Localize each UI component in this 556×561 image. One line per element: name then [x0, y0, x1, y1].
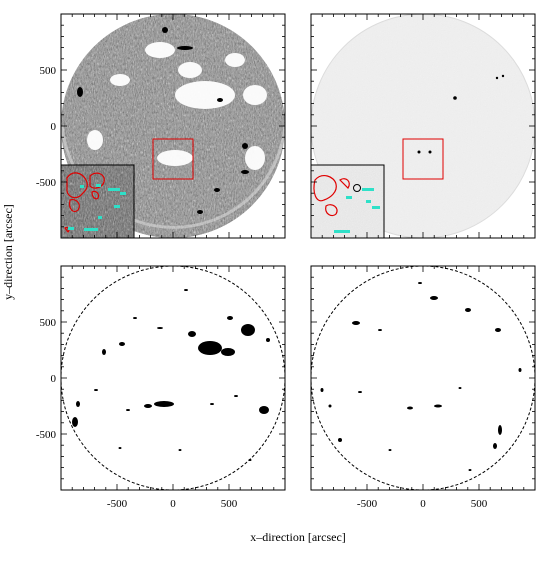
y-tick-label: -500 — [36, 177, 57, 189]
x-tick-label: -500 — [107, 498, 128, 510]
panel-bottom-left — [60, 265, 286, 491]
x-axis-label: x–direction [arcsec] — [250, 530, 346, 544]
y-tick-label: 0 — [51, 373, 57, 385]
y-tick-label: 500 — [40, 317, 57, 329]
x-tick-label: 0 — [170, 498, 176, 510]
zoom-inset — [60, 164, 135, 239]
x-tick-label: -500 — [357, 498, 378, 510]
x-tick-label: 500 — [471, 498, 488, 510]
x-tick-label: 500 — [221, 498, 238, 510]
x-tick-label: 0 — [420, 498, 426, 510]
selection-box — [402, 138, 444, 180]
y-tick-label: -500 — [36, 429, 57, 441]
panel-top-left — [60, 14, 285, 239]
panel-bottom-right — [310, 265, 536, 491]
y-tick-label: 0 — [51, 121, 57, 133]
y-axis-label: y–direction [arcsec] — [1, 204, 15, 300]
magnetogram-disk — [61, 14, 285, 238]
panel-top-right — [310, 13, 536, 239]
selection-box — [152, 138, 194, 180]
y-tick-label: 500 — [40, 65, 57, 77]
zoom-inset — [310, 164, 385, 239]
